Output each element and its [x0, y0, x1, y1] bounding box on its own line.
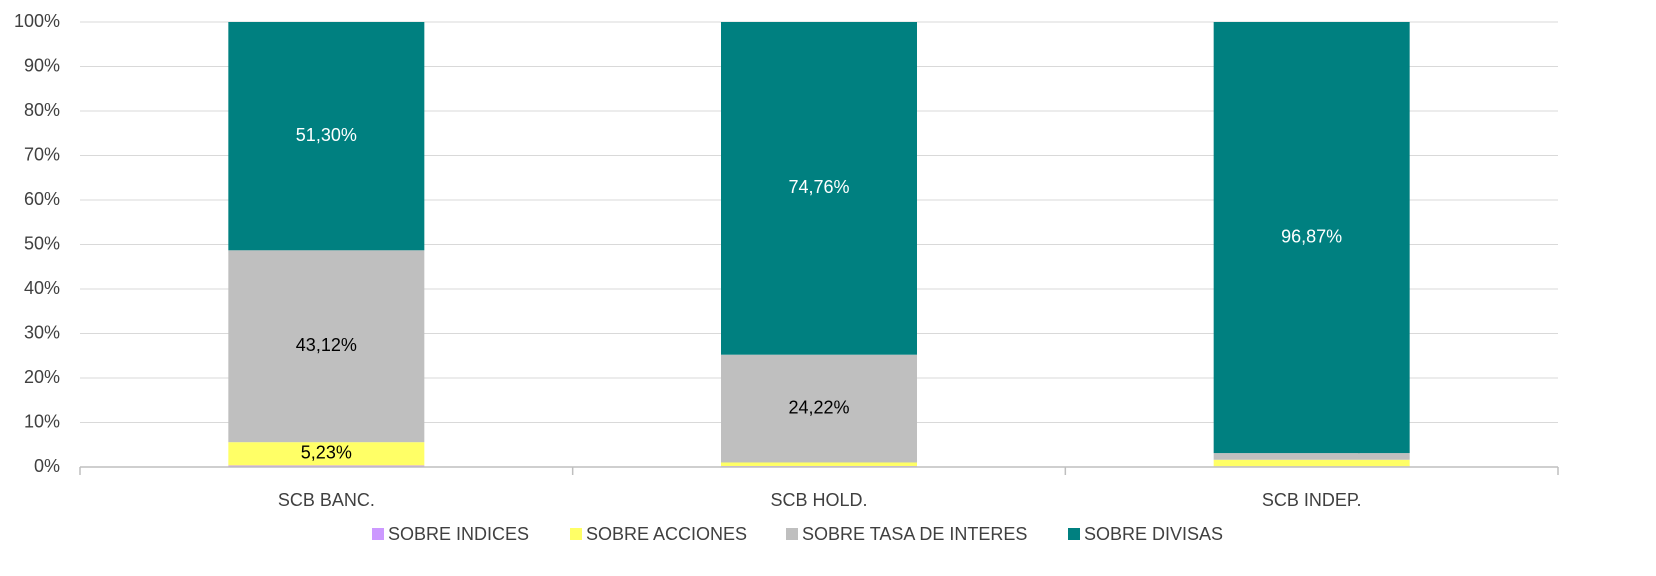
bar-segment	[228, 250, 425, 443]
legend-label: SOBRE DIVISAS	[1084, 524, 1223, 544]
legend-swatch	[786, 528, 798, 540]
bar-segment	[228, 22, 425, 251]
x-tick-label: SCB INDEP.	[1262, 490, 1362, 510]
bar-segment	[721, 354, 917, 463]
value-label: 74,76%	[788, 177, 849, 197]
bar-segment	[721, 462, 917, 467]
legend-label: SOBRE INDICES	[388, 524, 529, 544]
legend-swatch	[570, 528, 582, 540]
y-tick-label: 70%	[24, 144, 60, 164]
bar-segment	[1213, 453, 1410, 460]
bar-segment	[228, 442, 425, 466]
y-tick-label: 50%	[24, 233, 60, 253]
legend-swatch	[1068, 528, 1080, 540]
value-label: 51,30%	[296, 125, 357, 145]
y-tick-label: 90%	[24, 55, 60, 75]
y-tick-label: 20%	[24, 367, 60, 387]
y-tick-label: 0%	[34, 456, 60, 476]
y-tick-label: 30%	[24, 322, 60, 342]
y-tick-label: 60%	[24, 189, 60, 209]
y-tick-label: 100%	[14, 11, 60, 31]
bar-segment	[228, 465, 425, 467]
legend-label: SOBRE ACCIONES	[586, 524, 747, 544]
bar-segment	[1213, 459, 1410, 467]
x-tick-label: SCB HOLD.	[770, 490, 867, 510]
legend-label: SOBRE TASA DE INTERES	[802, 524, 1027, 544]
y-tick-label: 80%	[24, 100, 60, 120]
value-label: 43,12%	[296, 335, 357, 355]
x-tick-label: SCB BANC.	[278, 490, 375, 510]
y-tick-label: 40%	[24, 278, 60, 298]
value-label: 96,87%	[1281, 226, 1342, 246]
bar-segment	[1213, 22, 1410, 454]
value-label: 5,23%	[301, 443, 352, 463]
legend-swatch	[372, 528, 384, 540]
bar-segment	[721, 22, 917, 355]
value-label: 24,22%	[788, 397, 849, 417]
y-tick-label: 10%	[24, 411, 60, 431]
